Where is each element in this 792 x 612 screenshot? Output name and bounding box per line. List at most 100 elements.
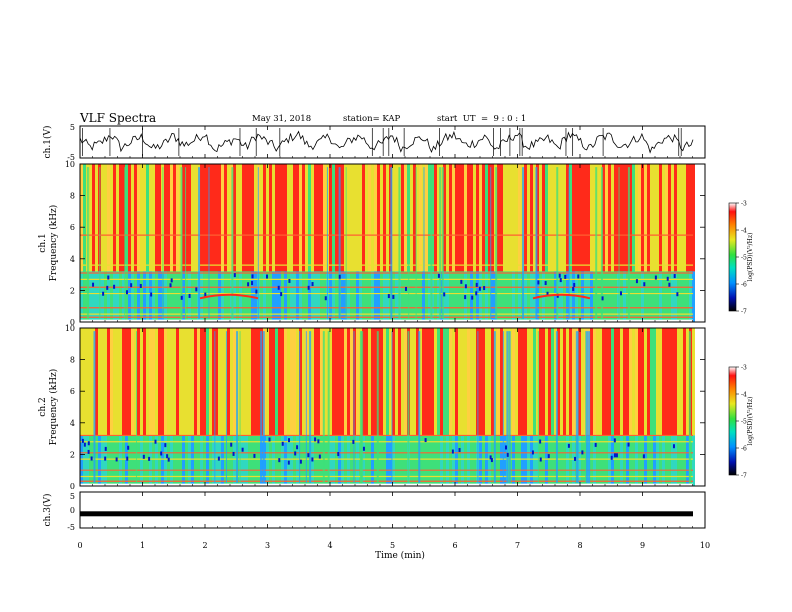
spectrogram-low-spot	[278, 458, 281, 463]
spectrogram-column	[137, 164, 140, 272]
x-axis-label: Time (min)	[375, 550, 425, 561]
spectrogram-low-spot	[475, 291, 478, 296]
spectrogram-column	[329, 328, 332, 436]
spectrogram-column	[221, 328, 224, 436]
spectrogram-low-column	[101, 271, 104, 322]
spectrogram-column	[575, 164, 578, 272]
spectrogram-column	[269, 164, 272, 272]
spectrogram-column	[230, 328, 233, 436]
spectrogram-column	[98, 328, 101, 436]
spectrogram-low-column	[221, 435, 224, 486]
spectrogram-low-spot	[610, 455, 613, 460]
spectrogram-low-column	[224, 271, 227, 322]
spectrogram-low-spot	[392, 294, 395, 299]
spectrogram-low-column	[632, 435, 635, 486]
spectrogram-low-column	[152, 271, 155, 322]
spectrogram-column	[653, 328, 656, 436]
spectrogram-column	[440, 164, 443, 272]
spectrogram-low-column	[128, 435, 131, 486]
spectrogram-low-column	[482, 435, 485, 486]
spectrogram-column	[131, 328, 134, 436]
spectrogram-low-column	[443, 435, 446, 486]
spectrogram-column	[368, 328, 371, 436]
spectrogram-column	[188, 164, 191, 272]
ch1-waveform-plot	[79, 128, 694, 156]
spectrogram-column	[224, 328, 227, 436]
spectrogram-column	[155, 328, 158, 436]
spectrogram-low-column	[647, 435, 650, 486]
spectrogram-column	[617, 328, 620, 436]
spectrogram-low-spot	[166, 454, 169, 459]
spectrogram-low-column	[329, 271, 332, 322]
spectrogram-low-column	[470, 435, 473, 486]
spectrogram-low-column	[674, 271, 677, 322]
spectrogram-column	[599, 328, 602, 436]
spectrogram-low-column	[656, 435, 659, 486]
spectrogram-column	[131, 164, 134, 272]
spectrogram-column	[182, 164, 185, 272]
ch1-waveform-line	[79, 130, 694, 154]
spectrogram-column	[128, 164, 131, 272]
spectrogram-column	[566, 164, 569, 272]
spectrogram-low-column	[650, 271, 653, 322]
spectrogram-column	[293, 328, 296, 436]
spectrogram-column	[665, 328, 668, 436]
spectrogram-low-column	[113, 271, 116, 322]
spectrogram-column	[659, 164, 662, 272]
spectrogram-low-column	[449, 435, 452, 486]
spectrogram-column	[596, 164, 599, 272]
spectrogram-column	[614, 328, 617, 436]
spectrogram-column	[365, 164, 368, 272]
spectrogram-low-spot	[233, 273, 236, 278]
spectrogram-column	[224, 164, 227, 272]
spectrogram-low-column	[653, 271, 656, 322]
spectrogram-low-column	[455, 435, 458, 486]
spectrogram-low-spot	[287, 460, 290, 465]
spectrogram-low-column	[89, 271, 92, 322]
spectrogram-low-spot	[559, 278, 562, 283]
spectrogram-low-column	[413, 435, 416, 486]
spectrogram-column	[416, 164, 419, 272]
colorbar-tick-label: -6	[741, 282, 747, 289]
spectrogram-low-column	[302, 435, 305, 486]
spectrogram-low-column	[227, 435, 230, 486]
spectrogram-column	[578, 328, 581, 436]
spectrogram-low-column	[143, 435, 146, 486]
spectrogram-low-column	[365, 271, 368, 322]
spectrogram-low-column	[179, 271, 182, 322]
spectrogram-column	[683, 328, 686, 436]
spectrogram-low-column	[275, 271, 278, 322]
spectrogram-low-column	[296, 271, 299, 322]
spectrogram-column	[623, 328, 626, 436]
spectrogram-column	[524, 164, 527, 272]
spectrogram-low-column	[113, 435, 116, 486]
spectrogram-low-column	[563, 435, 566, 486]
spectrogram-low-spot	[613, 438, 616, 443]
spectrogram-column	[668, 328, 671, 436]
ch1-spectrogram-ylabel-channel: ch.1	[38, 233, 48, 252]
spectrogram-low-column	[110, 435, 113, 486]
spectrogram-column	[569, 328, 572, 436]
spectrogram-low-column	[437, 271, 440, 322]
spectrogram-column	[512, 328, 515, 436]
spectrogram-column	[218, 164, 221, 272]
spectrogram-column	[515, 164, 518, 272]
colorbar-ticks: -3 -4 -5 -6 -7 -3 -4 -5 -6 -7	[736, 201, 747, 480]
spectrogram-low-column	[386, 435, 389, 486]
spectrogram-column	[686, 328, 689, 436]
spectrogram-column	[536, 164, 539, 272]
spectrogram-tone-arc	[199, 293, 259, 300]
spectrogram-column	[140, 164, 143, 272]
spectrogram-column	[350, 164, 353, 272]
spectrogram-low-column	[182, 271, 185, 322]
spectrogram-column	[602, 328, 605, 436]
spectrogram-low-column	[650, 435, 653, 486]
ch1-spectrogram-plot	[80, 164, 705, 322]
spectrogram-low-column	[149, 271, 152, 322]
spectrogram-column	[239, 164, 242, 272]
spectrogram-column	[350, 328, 353, 436]
spectrogram-low-spot	[352, 439, 355, 444]
spectrogram-low-column	[524, 271, 527, 322]
spectrogram-column	[584, 164, 587, 272]
spectrogram-column	[242, 328, 245, 436]
